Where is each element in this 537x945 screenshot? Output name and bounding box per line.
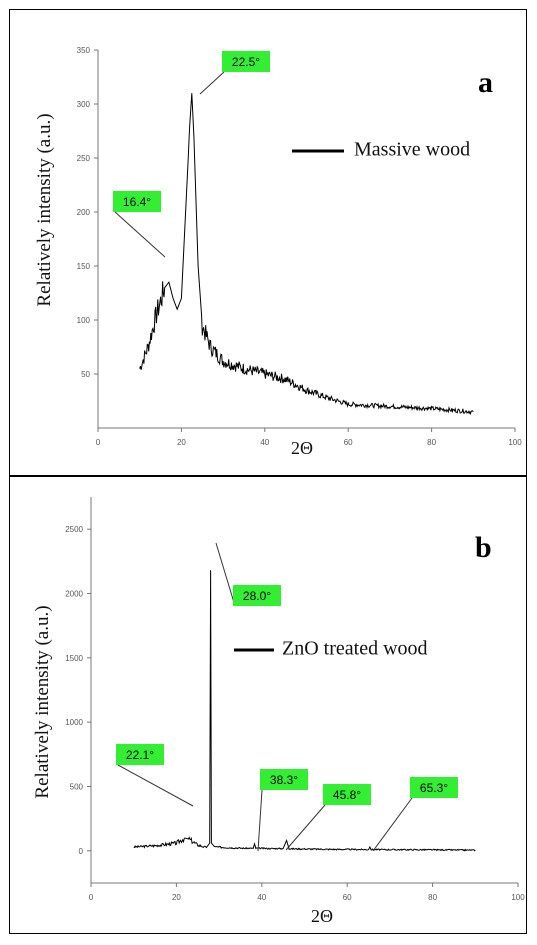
x-tick-label: 60	[344, 438, 353, 447]
peak-label-box	[222, 51, 270, 72]
peak-label-box	[116, 744, 164, 765]
x-tick-label: 100	[508, 438, 522, 447]
peak-pointer	[117, 764, 194, 807]
peak-label-box	[113, 191, 161, 212]
peak-label: 16.4°	[123, 195, 151, 209]
peak-label: 45.8°	[333, 788, 361, 802]
x-tick-label: 20	[172, 893, 181, 902]
panel-label-a: a	[478, 66, 493, 99]
y-axis-label-a: Relatively intensity (a.u.)	[34, 113, 55, 306]
peak-label: 38.3°	[270, 773, 298, 787]
peak-pointer	[257, 789, 263, 852]
y-tick-label: 100	[77, 316, 91, 325]
series-line	[133, 570, 476, 852]
peak-label: 65.3°	[420, 781, 448, 795]
x-tick-label: 60	[343, 893, 352, 902]
y-tick-label: 150	[77, 262, 91, 271]
chart-b: b Relatively intensity (a.u.) 2Θ ZnO tre…	[32, 497, 525, 926]
y-tick-label: 350	[77, 46, 91, 55]
y-tick-label: 1000	[65, 718, 83, 727]
x-tick-label: 40	[260, 438, 269, 447]
peak-pointer	[372, 797, 413, 852]
y-tick-label: 300	[77, 100, 91, 109]
y-tick-label: 500	[70, 783, 84, 792]
legend-label-a: Massive wood	[354, 139, 470, 161]
x-tick-label: 0	[89, 893, 94, 902]
x-tick-label: 0	[96, 438, 101, 447]
x-tick-label: 20	[177, 438, 186, 447]
x-tick-label: 80	[427, 438, 436, 447]
y-axis-label-b: Relatively intensity (a.u.)	[32, 605, 53, 798]
peak-pointer	[114, 211, 166, 258]
peak-label: 28.0°	[243, 589, 271, 603]
x-tick-label: 40	[257, 893, 266, 902]
y-tick-label: 250	[77, 154, 91, 163]
peak-label: 22.1°	[126, 748, 154, 762]
peak-pointer	[285, 804, 326, 851]
y-tick-label: 50	[81, 370, 90, 379]
x-tick-label: 100	[511, 893, 525, 902]
chart-panel-a: a Relatively intensity (a.u.) 2Θ Massive…	[9, 9, 527, 476]
peak-label-box	[233, 585, 281, 606]
legend-label-b: ZnO treated wood	[282, 638, 428, 660]
peak-pointer	[215, 542, 236, 607]
y-tick-label: 200	[77, 208, 91, 217]
panel-label-b: b	[475, 531, 492, 564]
x-axis-label-b: 2Θ	[311, 906, 333, 926]
y-tick-label: 1500	[65, 654, 83, 663]
x-axis-label-a: 2Θ	[291, 438, 313, 458]
chart-panel-b: b Relatively intensity (a.u.) 2Θ ZnO tre…	[9, 476, 527, 934]
y-tick-label: 0	[79, 847, 84, 856]
peak-label-box	[260, 769, 308, 790]
y-tick-label: 2500	[65, 525, 83, 534]
peak-label: 22.5°	[232, 55, 260, 69]
series-line	[139, 93, 474, 416]
peak-label-box	[410, 777, 458, 798]
peak-pointer	[199, 71, 225, 95]
y-tick-label: 2000	[65, 590, 83, 599]
x-tick-label: 80	[428, 893, 437, 902]
peak-label-box	[323, 784, 371, 805]
chart-a: a Relatively intensity (a.u.) 2Θ Massive…	[34, 46, 522, 458]
